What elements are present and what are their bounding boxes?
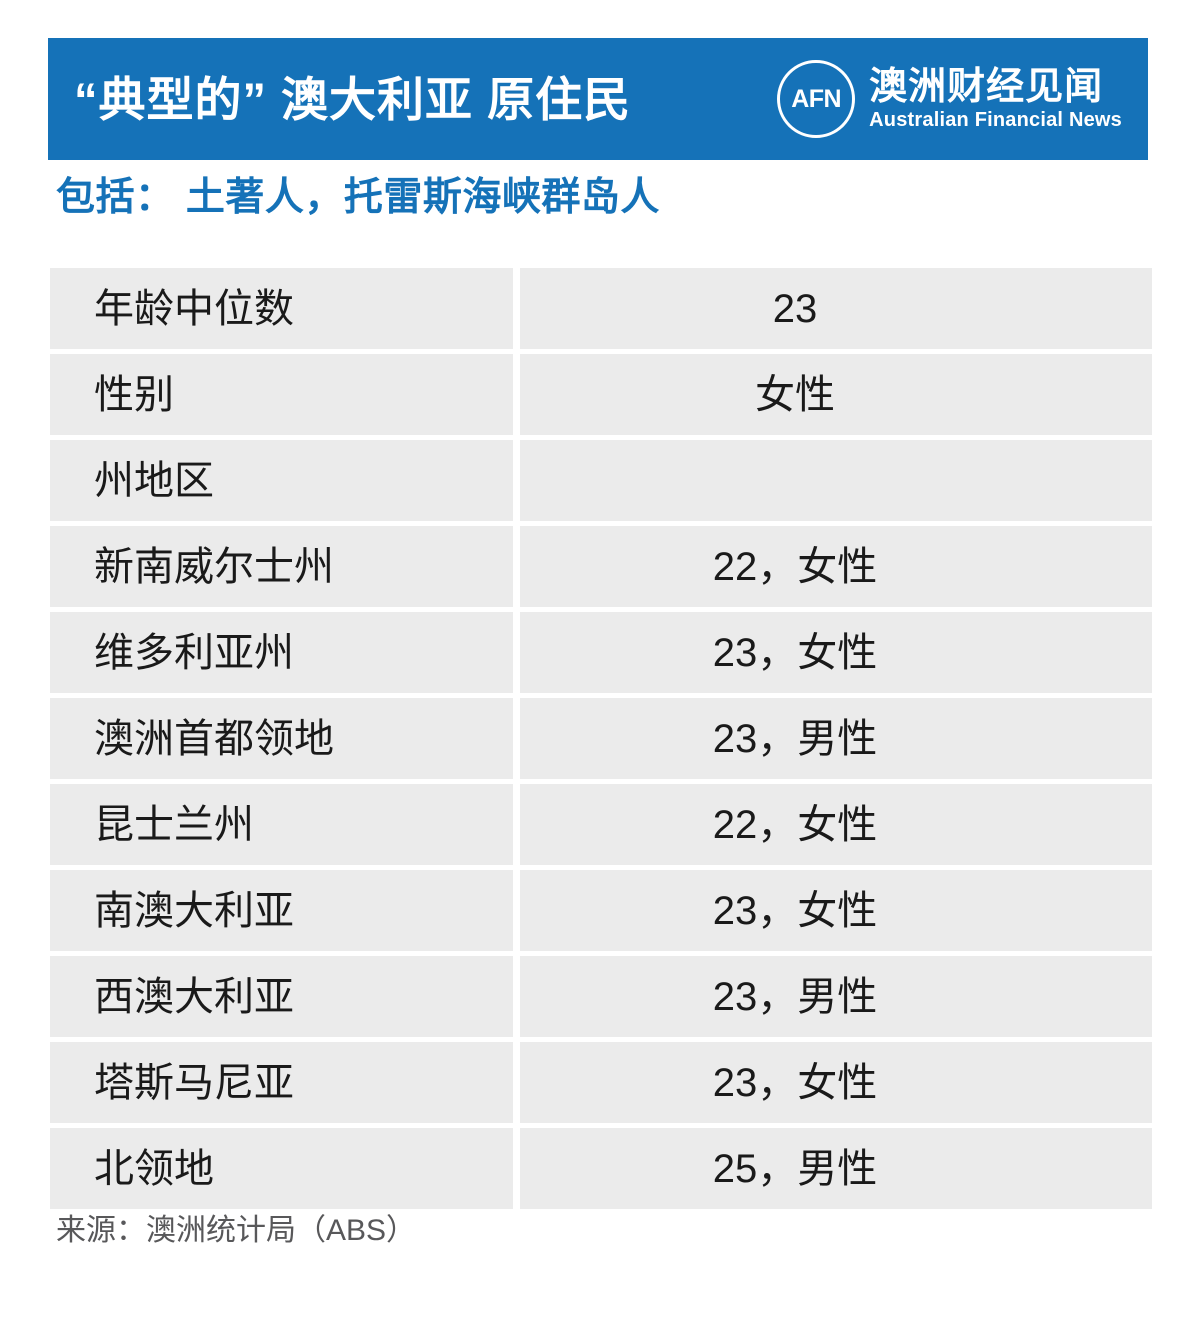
row-label: 澳洲首都领地 — [94, 716, 334, 761]
row-value: 女性 — [755, 372, 835, 417]
page-title: “典型的” 澳大利亚 原住民 — [74, 72, 632, 126]
table-cell-label: 新南威尔士州 — [50, 526, 513, 607]
data-table: 年龄中位数 23 性别 女性 州地区 新南威尔士州 22，女性 维多利亚州 23，女性 澳洲首都领… — [50, 268, 1152, 1214]
row-value: 23，女性 — [712, 1060, 878, 1105]
table-cell-value: 23，男性 — [520, 698, 1152, 779]
row-label: 新南威尔士州 — [94, 544, 334, 589]
table-cell-label: 州地区 — [50, 440, 513, 521]
subtitle: 包括： 土著人，托雷斯海峡群岛人 — [56, 176, 660, 219]
row-value: 23，男性 — [712, 974, 878, 1019]
header-bar: “典型的” 澳大利亚 原住民 AFN 澳洲财经见闻 Australian Fin… — [48, 38, 1148, 160]
brand-name-en: Australian Financial News — [869, 108, 1122, 131]
row-label: 南澳大利亚 — [94, 888, 294, 933]
row-label: 州地区 — [94, 458, 214, 503]
afn-monogram: AFN — [791, 84, 842, 113]
table-cell-label: 西澳大利亚 — [50, 956, 513, 1037]
table-cell-value: 女性 — [520, 354, 1152, 435]
table-cell-label: 塔斯马尼亚 — [50, 1042, 513, 1123]
table-cell-label: 北领地 — [50, 1128, 513, 1209]
row-label: 北领地 — [94, 1146, 214, 1191]
row-label: 昆士兰州 — [94, 802, 254, 847]
table-cell-value: 23，女性 — [520, 870, 1152, 951]
row-label: 年龄中位数 — [94, 286, 294, 331]
table-row: 维多利亚州 23，女性 — [50, 612, 1152, 693]
table-row: 南澳大利亚 23，女性 — [50, 870, 1152, 951]
row-value: 22，女性 — [712, 544, 878, 589]
table-cell-value: 25，男性 — [520, 1128, 1152, 1209]
table-cell-value: 23 — [520, 268, 1152, 349]
row-value: 22，女性 — [712, 802, 878, 847]
brand-wordmark: 澳洲财经见闻 Australian Financial News — [869, 66, 1122, 131]
row-value: 25，男性 — [712, 1146, 878, 1191]
table-row: 州地区 — [50, 440, 1152, 521]
table-cell-label: 维多利亚州 — [50, 612, 513, 693]
table-row: 澳洲首都领地 23，男性 — [50, 698, 1152, 779]
row-value: 23，女性 — [712, 888, 878, 933]
table-cell-value: 22，女性 — [520, 784, 1152, 865]
table-cell-label: 南澳大利亚 — [50, 870, 513, 951]
table-cell-label: 性别 — [50, 354, 513, 435]
row-value: 23，女性 — [712, 630, 878, 675]
afn-circle-icon: AFN — [777, 60, 856, 138]
table-cell-value: 23，男性 — [520, 956, 1152, 1037]
table-cell-value: 23，女性 — [520, 612, 1152, 693]
row-label: 西澳大利亚 — [94, 974, 294, 1019]
table-row: 新南威尔士州 22，女性 — [50, 526, 1152, 607]
row-label: 维多利亚州 — [94, 630, 294, 675]
table-row: 塔斯马尼亚 23，女性 — [50, 1042, 1152, 1123]
row-label: 塔斯马尼亚 — [94, 1060, 294, 1105]
table-cell-label: 昆士兰州 — [50, 784, 513, 865]
table-cell-value: 23，女性 — [520, 1042, 1152, 1123]
row-value: 23，男性 — [712, 716, 878, 761]
table-cell-value: 22，女性 — [520, 526, 1152, 607]
table-cell-label: 年龄中位数 — [50, 268, 513, 349]
table-row: 北领地 25，男性 — [50, 1128, 1152, 1209]
table-row: 昆士兰州 22，女性 — [50, 784, 1152, 865]
table-cell-label: 澳洲首都领地 — [50, 698, 513, 779]
table-row: 西澳大利亚 23，男性 — [50, 956, 1152, 1037]
brand-logo: AFN 澳洲财经见闻 Australian Financial News — [777, 60, 1122, 138]
table-row: 性别 女性 — [50, 354, 1152, 435]
table-cell-value — [520, 440, 1152, 521]
source-note: 来源：澳洲统计局（ABS） — [56, 1214, 417, 1247]
row-value: 23 — [772, 286, 818, 331]
table-row: 年龄中位数 23 — [50, 268, 1152, 349]
brand-name-cn: 澳洲财经见闻 — [869, 66, 1104, 109]
row-label: 性别 — [94, 372, 174, 417]
